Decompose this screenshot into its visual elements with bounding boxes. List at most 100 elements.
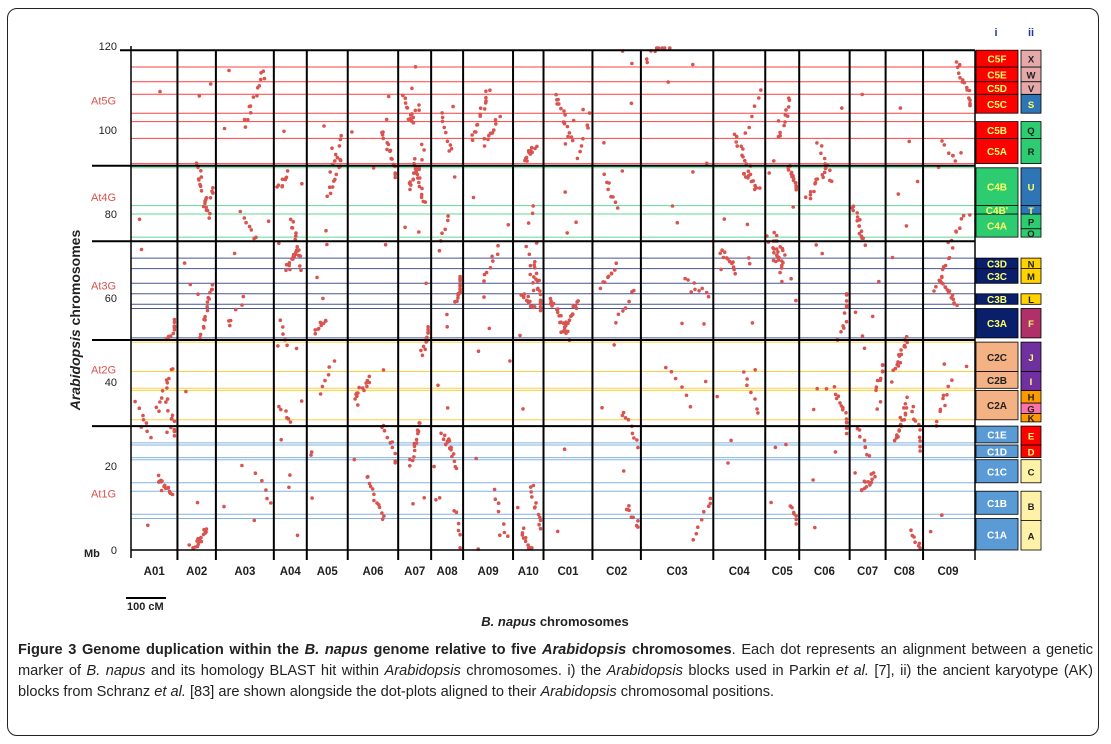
alignment-dot xyxy=(286,417,291,421)
alignment-dot xyxy=(299,399,304,403)
alignment-dot xyxy=(904,334,909,339)
ak-block xyxy=(1020,425,1042,446)
alignment-dot xyxy=(393,172,398,177)
column-i-header: i xyxy=(994,27,997,39)
alignment-dot xyxy=(299,268,303,273)
ak-block-label: D xyxy=(1028,447,1035,458)
alignment-dot xyxy=(421,199,426,204)
alignment-dot xyxy=(207,216,211,220)
alignment-dot xyxy=(526,546,531,550)
alignment-dot xyxy=(187,543,191,547)
y-tick-label: 60 xyxy=(105,293,117,305)
alignment-dot xyxy=(554,92,558,97)
alignment-dot xyxy=(538,292,543,297)
alignment-dot xyxy=(456,528,461,533)
parkin-block-label: C5B xyxy=(987,126,1007,137)
alignment-dot xyxy=(850,206,854,210)
alignment-dot xyxy=(380,130,384,135)
alignment-dot xyxy=(699,517,704,522)
alignment-dot xyxy=(875,407,879,411)
alignment-dot xyxy=(529,546,533,550)
scale-bar-label: 100 cM xyxy=(127,601,164,613)
alignment-dot xyxy=(165,486,170,490)
alignment-dot xyxy=(412,448,417,453)
alignment-dot xyxy=(857,231,862,236)
ak-block-label: K xyxy=(1028,414,1035,425)
alignment-dot xyxy=(266,219,271,223)
alignment-dot xyxy=(202,326,206,330)
alignment-dot xyxy=(261,69,266,73)
alignment-dot xyxy=(352,457,357,462)
alignment-dot xyxy=(769,500,773,505)
alignment-dot xyxy=(753,397,757,401)
alignment-dot xyxy=(519,293,523,297)
alignment-dot xyxy=(486,137,490,142)
alignment-dot xyxy=(377,505,382,510)
alignment-dot xyxy=(959,151,963,155)
alignment-dot xyxy=(255,93,259,98)
alignment-dot xyxy=(405,105,409,110)
alignment-dot xyxy=(244,220,248,225)
ak-block-label: B xyxy=(1028,502,1035,513)
alignment-dot xyxy=(853,310,858,315)
parkin-block-label: C4A xyxy=(987,222,1007,233)
alignment-dot xyxy=(265,496,269,501)
alignment-dot xyxy=(209,288,214,292)
alignment-dot xyxy=(506,223,511,227)
alignment-dot xyxy=(330,146,334,150)
alignment-dot xyxy=(940,139,944,143)
alignment-dot xyxy=(778,130,782,135)
alignment-dot xyxy=(880,363,885,367)
alignment-dot xyxy=(320,384,325,389)
alignment-dot xyxy=(602,172,606,177)
alignment-dot xyxy=(860,92,864,97)
alignment-dot xyxy=(581,136,585,141)
dot-plot-figure: A01 A02 A03 A04 A05 A06 A07 A08 A09 A10 C01 C02 C03 C… xyxy=(67,27,1042,629)
block-boundary-lines xyxy=(131,66,975,519)
parkin-block-label: C1C xyxy=(987,467,1007,478)
alignment-dot xyxy=(199,169,203,173)
alignment-dot xyxy=(408,180,412,184)
alignment-dot xyxy=(955,303,959,308)
parkin-block-label: C5E xyxy=(987,70,1007,81)
alignment-dot xyxy=(734,134,739,139)
alignment-dot xyxy=(538,302,543,306)
alignment-dot xyxy=(684,393,689,398)
alignment-dot xyxy=(536,286,540,291)
alignment-dot xyxy=(812,189,816,194)
alignment-dot xyxy=(783,120,787,124)
alignment-dot xyxy=(784,442,788,447)
alignment-dot xyxy=(203,197,208,202)
alignment-dot xyxy=(260,478,264,483)
alignment-dot xyxy=(752,104,757,108)
alignment-dot xyxy=(204,527,209,531)
alignment-dot xyxy=(839,330,843,334)
alignment-dot xyxy=(426,325,430,329)
alignment-dot xyxy=(381,136,386,141)
alignment-dot xyxy=(861,236,865,240)
alignment-dot xyxy=(840,106,844,110)
alignment-dot xyxy=(708,496,713,501)
alignment-dot xyxy=(606,187,610,192)
alignment-dot xyxy=(614,321,618,325)
alignment-dot xyxy=(203,318,207,322)
alignment-dot xyxy=(494,122,498,126)
alignment-dot xyxy=(877,279,881,284)
alignment-dot xyxy=(327,185,332,189)
alignment-dot xyxy=(913,419,918,423)
alignment-dot xyxy=(290,226,295,230)
alignment-dot xyxy=(414,441,419,445)
napus-chromosome-label: A09 xyxy=(478,566,499,578)
alignment-dot xyxy=(569,135,574,139)
alignment-dot xyxy=(559,106,563,111)
ak-block xyxy=(1020,167,1042,207)
alignment-dot xyxy=(281,325,285,329)
alignment-dot xyxy=(144,421,149,425)
alignment-dot xyxy=(423,347,428,352)
alignment-dot xyxy=(822,156,827,161)
alignment-dot xyxy=(287,485,291,490)
alignment-dot xyxy=(755,407,759,411)
alignment-dot xyxy=(288,267,292,272)
alignment-dot xyxy=(743,158,747,163)
alignment-dot xyxy=(538,289,542,293)
